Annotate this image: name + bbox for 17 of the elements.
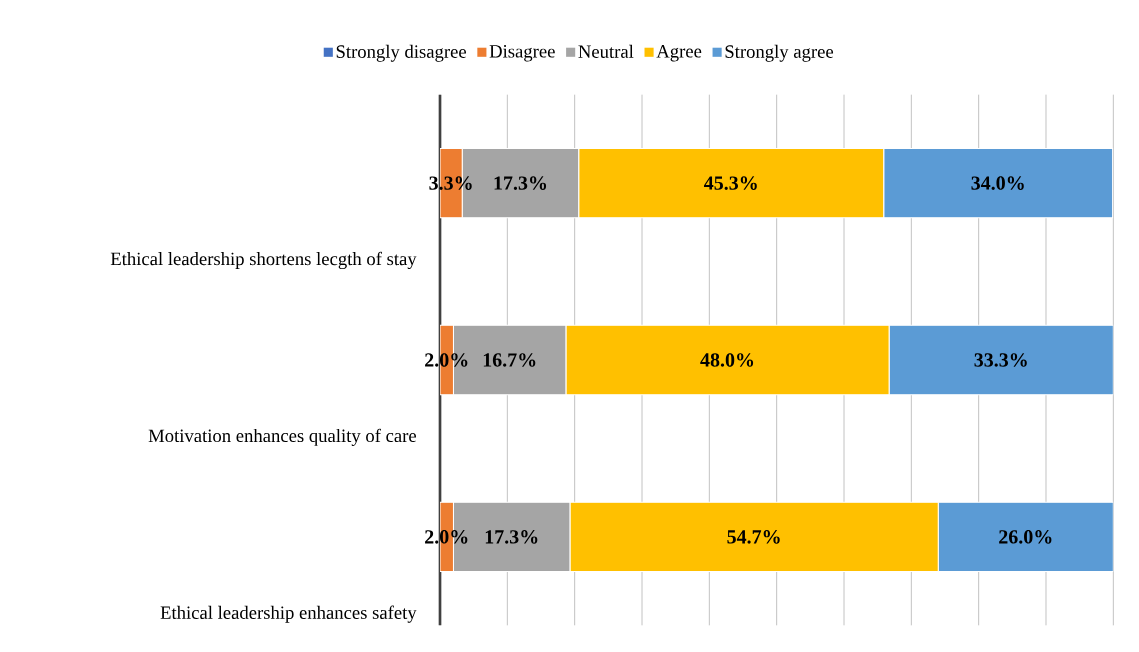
legend-label: Agree: [656, 45, 702, 62]
data-label: 45.3%: [703, 176, 757, 190]
legend-label: Neutral: [578, 44, 634, 58]
data-label: 16.7%: [483, 353, 536, 367]
data-label: 17.3%: [485, 530, 538, 544]
data-label: 26.0%: [999, 530, 1052, 544]
data-label: 17.3%: [494, 176, 547, 190]
legend-label: Disagree: [489, 45, 555, 62]
legend-label: Strongly agree: [725, 44, 834, 62]
data-label: 48.0%: [700, 353, 754, 367]
y-tick-label: Ethical leadership enhances safety: [160, 605, 417, 623]
y-tick-label: Motivation enhances quality of care: [148, 428, 417, 446]
data-label: 34.0%: [971, 176, 1024, 190]
data-label: 33.3%: [974, 353, 1027, 367]
data-label: 54.7%: [727, 530, 780, 544]
y-tick-label: Ethical leadership shortens lecgth of stay: [110, 251, 417, 270]
legend-label: Strongly disagree: [336, 44, 466, 62]
